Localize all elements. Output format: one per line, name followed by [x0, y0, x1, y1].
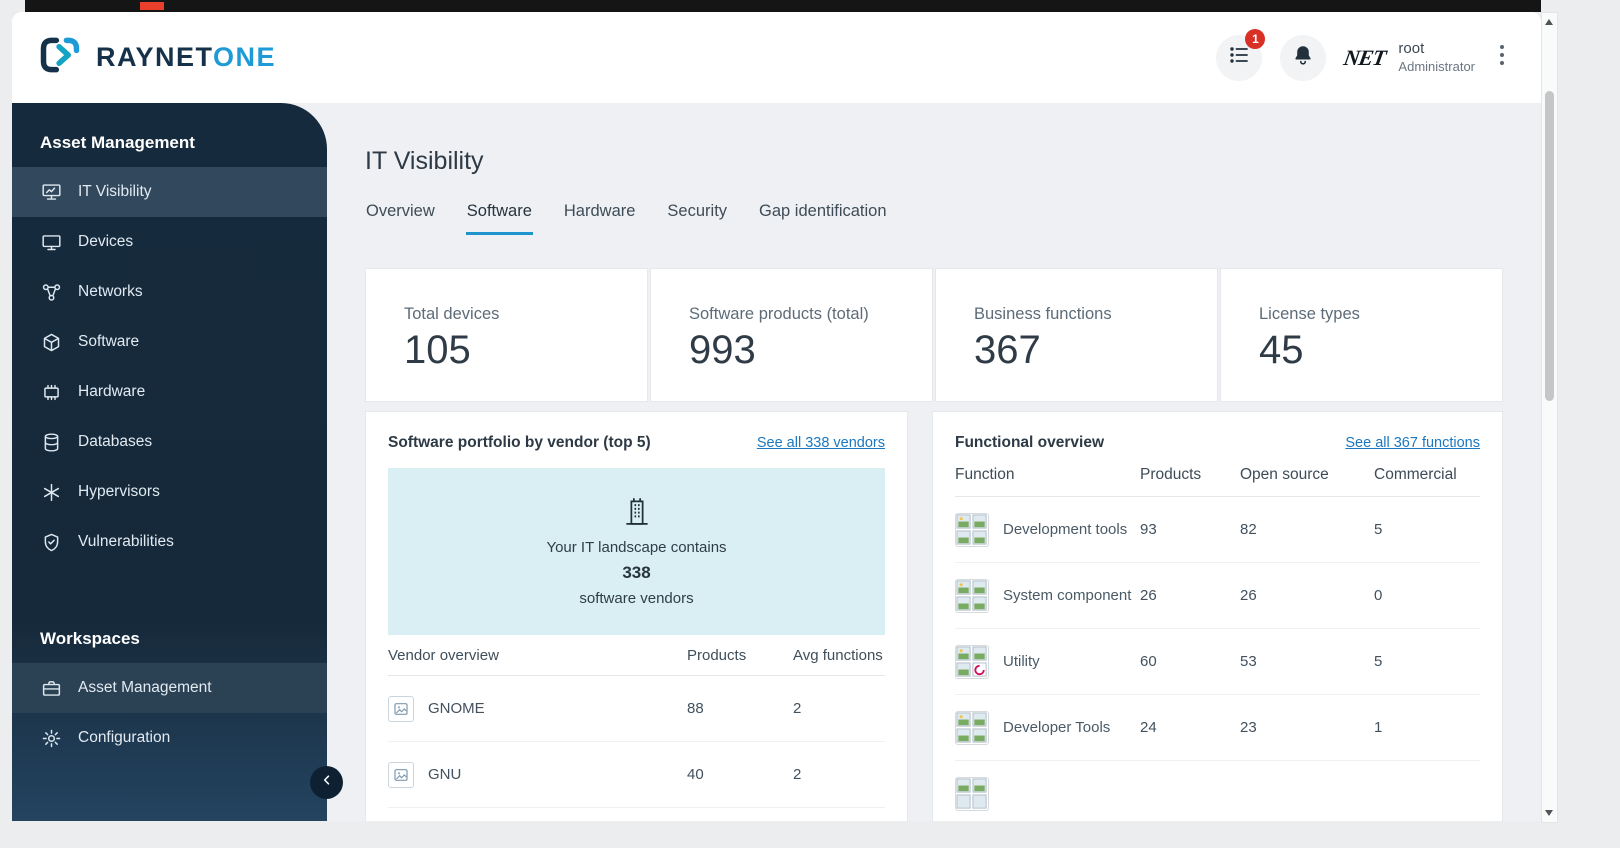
- app-body: Asset Management IT Visibility: [12, 103, 1541, 821]
- sidebar-item-hypervisors[interactable]: Hypervisors: [12, 467, 327, 517]
- tab-bar: Overview Software Hardware Security Gap …: [365, 202, 1503, 235]
- scroll-up-arrow-icon[interactable]: [1545, 19, 1553, 25]
- raynet-logo-icon: [38, 33, 82, 82]
- function-thumbnail-icon: [955, 776, 989, 811]
- scroll-down-arrow-icon[interactable]: [1545, 810, 1553, 816]
- stat-value: 993: [689, 328, 756, 372]
- function-thumbnail-icon: [955, 710, 989, 745]
- user-name: root: [1398, 40, 1425, 57]
- sidebar-item-databases[interactable]: Databases: [12, 417, 327, 467]
- functional-table-header: Function Products Open source Commercial: [955, 466, 1480, 497]
- tab-gap-identification[interactable]: Gap identification: [759, 202, 887, 220]
- kebab-menu-icon: [1499, 45, 1505, 71]
- stat-value: 105: [404, 328, 471, 372]
- shield-icon: [40, 531, 62, 553]
- stat-cards: Total devices 105 Software products (tot…: [365, 268, 1503, 402]
- sidebar-item-devices[interactable]: Devices: [12, 217, 327, 267]
- chip-icon: [40, 381, 62, 403]
- notification-badge: 1: [1245, 28, 1266, 49]
- function-thumbnail-icon: [955, 644, 989, 679]
- functional-panel-title: Functional overview: [955, 434, 1105, 451]
- function-row-developer-tools[interactable]: Developer Tools 24 23 1: [955, 695, 1480, 761]
- stat-label: Software products (total): [689, 305, 869, 323]
- vendor-row-gnome[interactable]: GNOME 88 2: [388, 676, 885, 742]
- monitor-icon: [40, 231, 62, 253]
- brand-name: RAYNETONE: [96, 42, 277, 72]
- functional-panel: Functional overview See all 367 function…: [932, 411, 1503, 821]
- vendor-logo-placeholder-icon: [388, 695, 414, 722]
- overflow-menu-button[interactable]: [1493, 37, 1511, 78]
- package-icon: [40, 331, 62, 353]
- stat-label: License types: [1259, 305, 1360, 323]
- panel-row: Software portfolio by vendor (top 5) See…: [365, 411, 1503, 821]
- vendor-count-banner: Your IT landscape contains 338 software …: [388, 468, 885, 635]
- database-icon: [40, 431, 62, 453]
- banner-value: 338: [622, 562, 651, 582]
- stat-card-software-products: Software products (total) 993: [650, 268, 933, 402]
- gear-icon: [40, 727, 62, 749]
- task-list-button[interactable]: 1: [1216, 28, 1266, 81]
- checklist-icon: [1227, 43, 1251, 72]
- vendor-panel-title: Software portfolio by vendor (top 5): [388, 434, 651, 451]
- function-thumbnail-icon: [955, 512, 989, 547]
- briefcase-icon: [40, 677, 62, 699]
- stat-value: 45: [1259, 328, 1304, 372]
- banner-line1: Your IT landscape contains: [546, 538, 727, 556]
- sidebar-section-asset-management: Asset Management: [40, 133, 195, 152]
- brand[interactable]: RAYNETONE: [38, 33, 276, 82]
- vendor-table-header: Vendor overview Products Avg functions: [388, 647, 885, 676]
- chevron-left-icon: [320, 773, 334, 792]
- function-thumbnail-icon: [955, 578, 989, 613]
- stat-card-business-functions: Business functions 367: [935, 268, 1218, 402]
- user-menu[interactable]: NET root Administrator: [1342, 40, 1475, 75]
- see-all-vendors-link[interactable]: See all 338 vendors: [756, 435, 885, 451]
- building-icon: [622, 497, 652, 532]
- stat-value: 367: [974, 328, 1041, 372]
- banner-line2: software vendors: [579, 589, 694, 607]
- sidebar-item-hardware[interactable]: Hardware: [12, 367, 327, 417]
- sidebar-item-software[interactable]: Software: [12, 317, 327, 367]
- function-row-system-component[interactable]: System component 26 26 0: [955, 563, 1480, 629]
- sidebar-section-workspaces: Workspaces: [40, 629, 140, 648]
- sidebar-item-vulnerabilities[interactable]: Vulnerabilities: [12, 517, 327, 567]
- see-all-functions-link[interactable]: See all 367 functions: [1345, 435, 1480, 451]
- sidebar-item-networks[interactable]: Networks: [12, 267, 327, 317]
- function-row-utility[interactable]: Utility 60 53 5: [955, 629, 1480, 695]
- notifications-button[interactable]: [1280, 34, 1327, 81]
- bell-icon: [1291, 43, 1315, 72]
- sidebar-collapse-button[interactable]: [310, 766, 343, 799]
- network-nodes-icon: [40, 281, 62, 303]
- tab-software[interactable]: Software: [465, 202, 533, 235]
- stat-label: Business functions: [974, 305, 1112, 323]
- function-row-partial[interactable]: [955, 761, 1480, 821]
- stat-label: Total devices: [404, 305, 500, 323]
- scrollbar-thumb[interactable]: [1545, 91, 1554, 401]
- sidebar-item-configuration[interactable]: Configuration: [12, 713, 327, 763]
- page-title: IT Visibility: [365, 147, 484, 175]
- dashboard-monitor-icon: [40, 181, 62, 203]
- browser-red-indicator: [140, 2, 164, 10]
- avatar: NET: [1342, 44, 1388, 70]
- top-header: RAYNETONE 1: [12, 12, 1541, 103]
- vendor-row-gnu[interactable]: GNU 40 2: [388, 742, 885, 808]
- vertical-scrollbar[interactable]: [1541, 12, 1558, 823]
- sidebar: Asset Management IT Visibility: [12, 103, 343, 821]
- header-actions: 1 NET root Administrator: [1216, 28, 1511, 81]
- vendor-logo-placeholder-icon: [388, 761, 414, 788]
- user-role: Administrator: [1398, 58, 1475, 74]
- main-content: IT Visibility Overview Software Hardware…: [327, 103, 1541, 821]
- tab-security[interactable]: Security: [667, 202, 728, 220]
- sidebar-item-asset-management[interactable]: Asset Management: [12, 663, 327, 713]
- stat-card-total-devices: Total devices 105: [365, 268, 648, 402]
- snowflake-icon: [40, 481, 62, 503]
- tab-overview[interactable]: Overview: [366, 202, 435, 220]
- tab-hardware[interactable]: Hardware: [563, 202, 636, 220]
- app-window: RAYNETONE 1: [12, 12, 1541, 821]
- browser-top-strip: [25, 0, 1541, 12]
- vendor-panel: Software portfolio by vendor (top 5) See…: [365, 411, 908, 821]
- stat-card-license-types: License types 45: [1220, 268, 1503, 402]
- sidebar-item-it-visibility[interactable]: IT Visibility: [12, 167, 327, 217]
- function-row-development-tools[interactable]: Development tools 93 82 5: [955, 497, 1480, 563]
